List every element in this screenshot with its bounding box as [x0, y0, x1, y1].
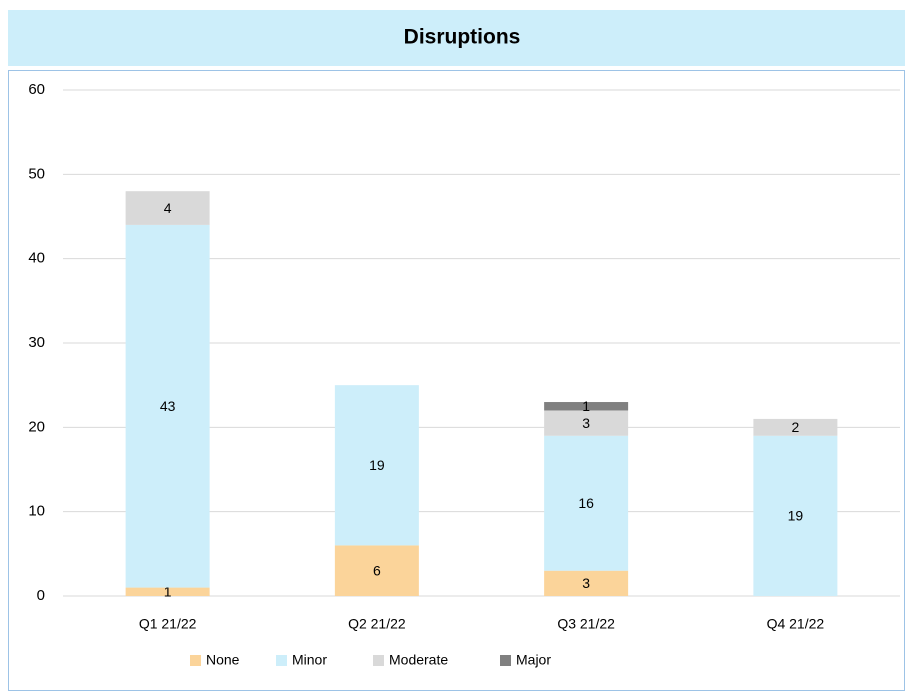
value-label: 1	[164, 583, 172, 599]
legend-label: Major	[516, 652, 551, 668]
title-band	[8, 10, 905, 66]
legend-swatch	[500, 655, 511, 666]
y-tick-label: 0	[37, 587, 45, 604]
bar-segment	[125, 224, 210, 588]
value-label: 19	[788, 508, 804, 524]
y-tick-label: 60	[28, 81, 45, 98]
bar-segment	[125, 191, 210, 225]
value-label: 1	[582, 398, 590, 414]
chart-border	[8, 70, 905, 691]
bar-segment	[544, 570, 629, 596]
y-tick-label: 40	[28, 250, 45, 267]
value-label: 3	[582, 415, 590, 431]
bar-segment	[544, 435, 629, 571]
value-label: 4	[164, 200, 172, 216]
legend-swatch	[373, 655, 384, 666]
bar-segment	[753, 418, 838, 436]
x-tick-label: Q1 21/22	[139, 616, 197, 632]
legend-label: None	[206, 652, 240, 668]
y-tick-label: 20	[28, 418, 45, 435]
bar-segment	[125, 587, 210, 596]
value-label: 16	[578, 495, 594, 511]
x-tick-label: Q4 21/22	[767, 616, 825, 632]
value-label: 3	[582, 575, 590, 591]
legend-label: Minor	[292, 652, 327, 668]
value-label: 2	[791, 419, 799, 435]
y-tick-label: 10	[28, 503, 45, 520]
legend-label: Moderate	[389, 652, 448, 668]
bar-segment	[544, 410, 629, 436]
x-tick-label: Q2 21/22	[348, 616, 406, 632]
bar-segment	[334, 545, 419, 596]
legend-swatch	[190, 655, 201, 666]
legend-swatch	[276, 655, 287, 666]
bar-segment	[753, 435, 838, 596]
y-tick-label: 30	[28, 334, 45, 351]
y-tick-label: 50	[28, 165, 45, 182]
value-label: 43	[160, 398, 176, 414]
chart-title: Disruptions	[404, 26, 521, 49]
value-label: 6	[373, 562, 381, 578]
x-tick-label: Q3 21/22	[557, 616, 615, 632]
bar-segment	[544, 402, 629, 411]
bar-segment	[334, 385, 419, 546]
value-label: 19	[369, 457, 385, 473]
